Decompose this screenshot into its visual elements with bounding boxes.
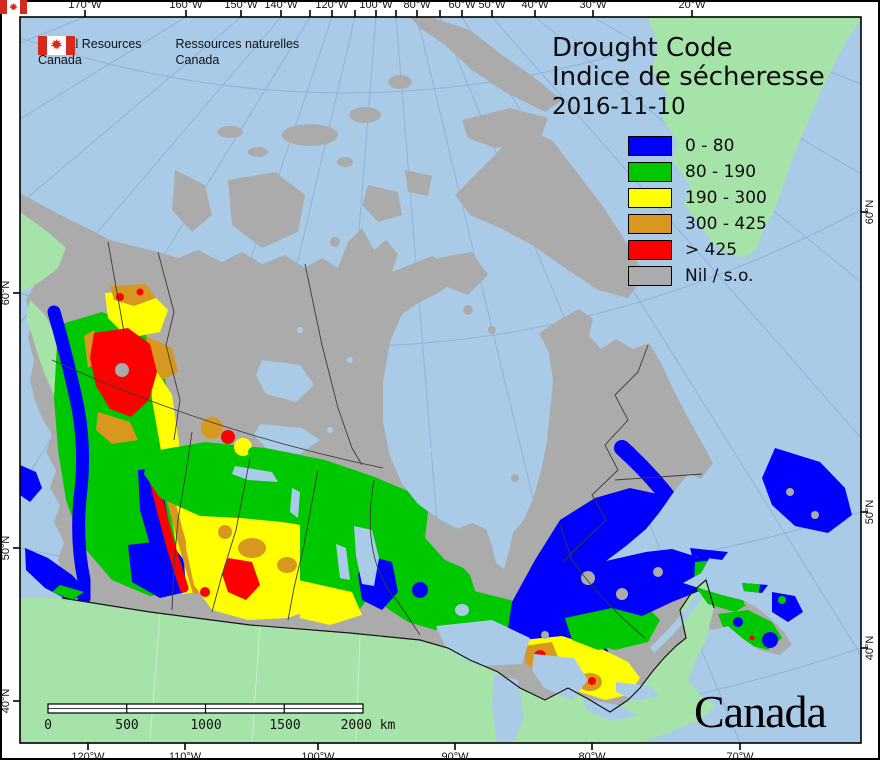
canada-wordmark: Canada bbox=[694, 686, 827, 737]
lake-winnipegosis bbox=[336, 544, 350, 580]
axis-tick-label: 20°W bbox=[678, 0, 706, 11]
legend-swatch bbox=[628, 188, 672, 208]
arctic-islands bbox=[172, 17, 645, 482]
lake-nipigon bbox=[455, 604, 469, 616]
legend-row: 0 - 80 bbox=[628, 133, 767, 159]
lake-michigan bbox=[492, 674, 524, 742]
legend-swatch bbox=[628, 266, 672, 286]
legend-label: Nil / s.o. bbox=[685, 266, 754, 286]
axis-tick-label: 150°W bbox=[224, 0, 258, 11]
scale-bar-label: 2000 km bbox=[341, 718, 396, 733]
lake-winnipeg bbox=[354, 526, 379, 586]
province-boundaries bbox=[51, 241, 703, 639]
map-title-block: Drought Code Indice de sécheresse 2016-1… bbox=[552, 34, 825, 122]
logo-text-fr: Ressources naturelles Canada bbox=[176, 36, 300, 68]
lake-athabasca bbox=[232, 466, 278, 482]
axis-tick-label: 80°W bbox=[403, 0, 431, 11]
legend-row: Nil / s.o. bbox=[628, 263, 767, 289]
axis-tick-label: 100°W bbox=[301, 751, 335, 760]
legend-swatch bbox=[628, 136, 672, 156]
legend-swatch bbox=[628, 214, 672, 234]
axis-tick-label: 50°W bbox=[478, 0, 506, 11]
legend-swatch bbox=[628, 162, 672, 182]
legend-label: 190 - 300 bbox=[685, 188, 767, 208]
logo-en-line2: Canada bbox=[38, 53, 82, 67]
region-alaska-edge bbox=[20, 212, 66, 292]
lake-great-slave bbox=[254, 424, 320, 454]
scale-bar-label: 1500 bbox=[269, 718, 300, 733]
axis-ticks-top: 170°W 160°W 150°W 140°W 120°W 100°W 80°W 60°W 50… bbox=[68, 0, 706, 17]
nrcan-logo: Natural Resources Canada Ressources natu… bbox=[38, 36, 299, 68]
legend-label: > 425 bbox=[685, 240, 738, 260]
scale-bar-label: 1000 bbox=[190, 718, 221, 733]
scale-bar-label: 0 bbox=[44, 718, 52, 733]
axis-tick-label: 140°W bbox=[264, 0, 298, 11]
legend-row: 300 - 425 bbox=[628, 211, 767, 237]
axis-tick-label: 120°W bbox=[315, 0, 349, 11]
legend-swatch bbox=[628, 240, 672, 260]
legend-label: 80 - 190 bbox=[685, 162, 757, 182]
axis-tick-label: 120°W bbox=[71, 751, 105, 760]
legend: 0 - 80 80 - 190 190 - 300 300 - 425 > 425 Nil… bbox=[628, 133, 767, 289]
region-greenland bbox=[648, 17, 861, 258]
lake-great-bear bbox=[256, 360, 314, 402]
axis-ticks-bottom: 120°W 110°W 100°W 90°W 80°W 70°W bbox=[71, 743, 754, 760]
axis-tick-label: 40°N bbox=[0, 689, 12, 714]
logo-fr-line1: Ressources naturelles bbox=[175, 37, 300, 51]
axis-tick-label: 60°N bbox=[0, 281, 12, 306]
scale-bar-label: 500 bbox=[115, 718, 138, 733]
map-date: 2016-11-10 bbox=[552, 94, 686, 120]
legend-row: 80 - 190 bbox=[628, 159, 767, 185]
st-lawrence-river bbox=[649, 593, 703, 653]
legend-row: > 425 bbox=[628, 237, 767, 263]
legend-row: 190 - 300 bbox=[628, 185, 767, 211]
logo-fr-line2: Canada bbox=[175, 53, 220, 67]
canada-flag-icon bbox=[38, 36, 75, 55]
axis-ticks-right: 60°N 50°N 40°N bbox=[861, 200, 876, 661]
axis-tick-label: 100°W bbox=[359, 0, 393, 11]
axis-tick-label: 170°W bbox=[68, 0, 102, 11]
map-title-en: Drought Code bbox=[552, 33, 733, 63]
lake-ontario bbox=[616, 682, 660, 701]
axis-tick-label: 60°N bbox=[864, 200, 876, 225]
scale-bar: 0 500 1000 1500 2000 km bbox=[44, 703, 396, 733]
axis-tick-label: 50°N bbox=[0, 536, 12, 561]
axis-tick-label: 90°W bbox=[441, 751, 469, 760]
region-usa bbox=[20, 580, 716, 743]
axis-tick-label: 60°W bbox=[448, 0, 476, 11]
axis-tick-label: 160°W bbox=[169, 0, 203, 11]
lakes bbox=[232, 327, 703, 742]
axis-tick-label: 30°W bbox=[579, 0, 607, 11]
us-state-lines bbox=[149, 613, 361, 741]
axis-tick-label: 40°W bbox=[521, 0, 549, 11]
canada-flag-wordmark-icon bbox=[0, 0, 27, 14]
axis-ticks-left: 60°N 50°N 40°N bbox=[0, 281, 20, 714]
canada-us-border bbox=[61, 578, 715, 713]
axis-tick-label: 110°W bbox=[169, 751, 202, 760]
axis-tick-label: 50°N bbox=[864, 500, 876, 525]
axis-tick-label: 70°W bbox=[726, 751, 754, 760]
legend-label: 300 - 425 bbox=[685, 214, 767, 234]
lake-huron bbox=[532, 654, 588, 700]
map-title-fr: Indice de sécheresse bbox=[552, 62, 825, 92]
axis-tick-label: 80°W bbox=[578, 751, 606, 760]
legend-label: 0 - 80 bbox=[685, 136, 735, 156]
axis-tick-label: 40°N bbox=[864, 636, 876, 661]
lake-reindeer bbox=[290, 488, 300, 518]
